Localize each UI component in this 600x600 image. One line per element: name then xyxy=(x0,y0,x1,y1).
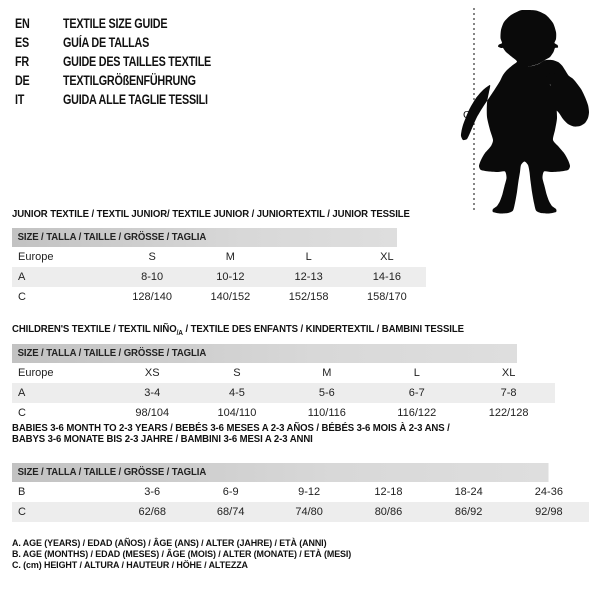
svg-text:C: C xyxy=(463,109,471,121)
